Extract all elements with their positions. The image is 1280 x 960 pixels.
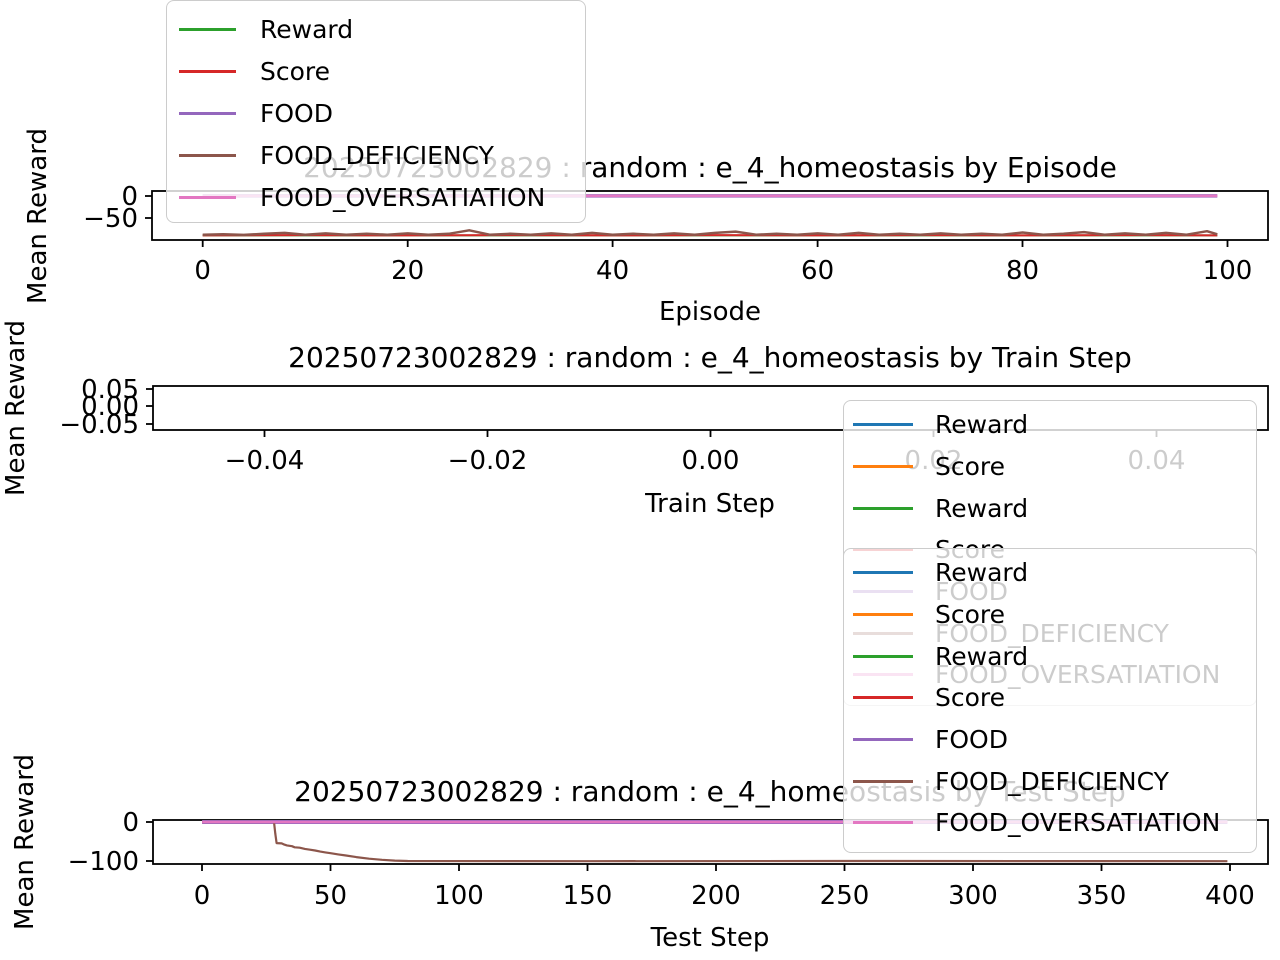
legend-line-sample xyxy=(853,821,913,825)
x-tick-label: 150 xyxy=(563,881,613,911)
test-step-y-axis-label: Mean Reward xyxy=(10,754,40,930)
legend-episode: Reward Score FOOD FOOD_DEFICIENCY FOOD_O… xyxy=(166,0,586,223)
x-tick-label: 20 xyxy=(391,256,424,286)
legend-item: FOOD_OVERSATIATION xyxy=(167,176,585,218)
y-tick-label: 0 xyxy=(122,808,139,838)
episode-plot-frame xyxy=(151,190,1269,241)
y-tick-label: 0 xyxy=(121,182,138,212)
legend-item: Reward xyxy=(844,404,1256,446)
legend-overlay-b: Reward Score Reward Score FOOD FOOD_DEFI… xyxy=(843,548,1257,853)
x-tick-label: 400 xyxy=(1205,881,1255,911)
legend-item-label: Score xyxy=(260,56,331,86)
legend-item: Score xyxy=(844,594,1256,636)
legend-line-sample xyxy=(853,465,913,469)
legend-item-label: Reward xyxy=(260,14,354,44)
x-tick-label: 100 xyxy=(434,881,484,911)
y-tick-label: 0.00 xyxy=(81,392,139,422)
test-step-tick-marks xyxy=(146,821,1231,871)
x-tick-label: 0 xyxy=(194,881,211,911)
train-step-y-axis-label: Mean Reward xyxy=(1,320,31,496)
x-tick-label: −0.04 xyxy=(225,446,305,476)
legend-item: Reward xyxy=(844,487,1256,529)
legend-item: FOOD_OVERSATIATION xyxy=(844,802,1256,844)
legend-line-sample xyxy=(853,696,913,700)
legend-item-label: FOOD_OVERSATIATION xyxy=(260,182,546,212)
legend-line-sample xyxy=(853,654,913,658)
train-step-plot-title: 20250723002829 : random : e_4_homeostasi… xyxy=(288,341,1132,374)
legend-line-sample xyxy=(853,779,913,783)
legend-item-label: FOOD_OVERSATIATION xyxy=(935,808,1221,838)
legend-line-sample xyxy=(179,111,236,115)
y-tick-label: −50 xyxy=(83,204,138,234)
legend-item: FOOD_DEFICIENCY xyxy=(844,760,1256,802)
x-tick-label: 300 xyxy=(948,881,998,911)
legend-line-sample xyxy=(853,613,913,617)
legend-line-sample xyxy=(853,423,913,427)
legend-item-label: Score xyxy=(935,600,1006,630)
legend-item: FOOD xyxy=(167,92,585,134)
test-step-x-axis-label: Test Step xyxy=(650,923,770,953)
legend-item-label: FOOD xyxy=(260,98,333,128)
legend-item-label: Reward xyxy=(935,410,1029,440)
legend-item: Score xyxy=(844,446,1256,488)
x-tick-label: 50 xyxy=(314,881,347,911)
legend-item: Reward xyxy=(844,635,1256,677)
x-tick-label: 200 xyxy=(691,881,741,911)
legend-item: Reward xyxy=(167,8,585,50)
x-tick-label: 80 xyxy=(1006,256,1039,286)
legend-line-sample xyxy=(853,506,913,510)
x-tick-label: 40 xyxy=(596,256,629,286)
x-tick-label: −0.02 xyxy=(448,446,528,476)
legend-item-label: FOOD_DEFICIENCY xyxy=(260,140,494,170)
legend-item: FOOD_DEFICIENCY xyxy=(167,134,585,176)
legend-item-label: FOOD_DEFICIENCY xyxy=(935,766,1169,796)
legend-item-label: Reward xyxy=(935,641,1029,671)
x-tick-label: 60 xyxy=(801,256,834,286)
legend-item-label: Reward xyxy=(935,493,1029,523)
episode-tick-marks xyxy=(145,195,1229,247)
x-tick-label: 0 xyxy=(194,256,211,286)
episode-line-food-deficiency xyxy=(202,229,1218,237)
x-tick-label: 250 xyxy=(820,881,870,911)
x-tick-label: 100 xyxy=(1203,256,1253,286)
x-tick-label: 0.00 xyxy=(682,446,740,476)
legend-item-label: Score xyxy=(935,683,1006,713)
legend-item: Score xyxy=(844,677,1256,719)
legend-line-sample xyxy=(179,153,236,157)
legend-line-sample xyxy=(853,571,913,575)
y-tick-label: −100 xyxy=(68,847,139,877)
legend-item: FOOD xyxy=(844,719,1256,761)
legend-line-sample xyxy=(853,738,913,742)
y-tick-label: −0.05 xyxy=(59,410,139,440)
test-line-food-deficiency xyxy=(202,820,1228,863)
train-step-x-axis-label: Train Step xyxy=(644,489,775,519)
legend-line-sample xyxy=(179,69,236,73)
legend-item-label: Reward xyxy=(935,558,1029,588)
legend-item-label: FOOD xyxy=(935,725,1008,755)
legend-line-sample xyxy=(179,27,236,31)
episode-y-axis-label: Mean Reward xyxy=(23,128,53,304)
episode-x-axis-label: Episode xyxy=(659,297,761,327)
legend-line-sample xyxy=(179,195,236,199)
legend-item: Score xyxy=(167,50,585,92)
x-tick-label: 350 xyxy=(1077,881,1127,911)
y-tick-label: 0.05 xyxy=(81,375,139,405)
legend-item-label: Score xyxy=(935,452,1006,482)
legend-item: Reward xyxy=(844,552,1256,594)
